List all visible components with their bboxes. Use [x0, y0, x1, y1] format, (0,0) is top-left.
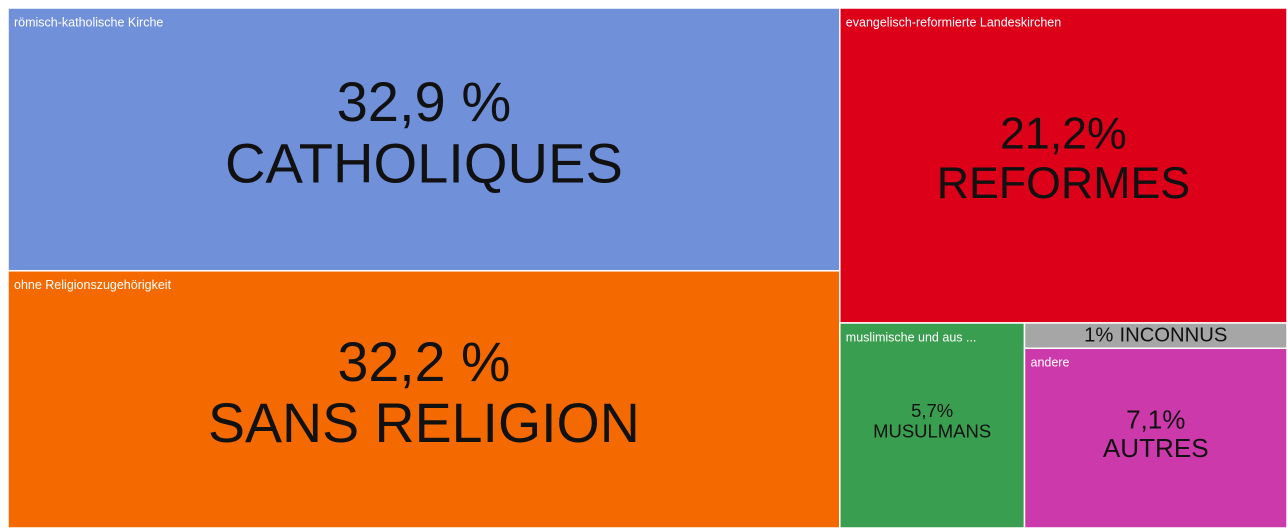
- tile: [839, 322, 1026, 528]
- caption: SANS RELIGION: [208, 392, 640, 454]
- tile-label: evangelisch-reformierte Landeskirchen: [846, 15, 1061, 29]
- caption: CATHOLIQUES: [225, 132, 623, 195]
- caption: REFORMES: [937, 159, 1190, 208]
- tile: [7, 7, 841, 272]
- caption: INCONNUS: [1119, 325, 1227, 347]
- caption: AUTRES: [1103, 433, 1209, 463]
- tile-label: römisch-katholische Kirche: [14, 15, 163, 29]
- value-label: 7,1%: [1126, 404, 1185, 434]
- value-label: 21,2%: [1000, 110, 1127, 159]
- tile-caption: 1% INCONNUS: [1084, 325, 1227, 347]
- value-label: 32,2 %: [338, 331, 511, 393]
- value-label: 1%: [1084, 325, 1113, 347]
- tile-label: muslimische und aus ...: [846, 330, 977, 344]
- value-label: 5,7%: [911, 400, 953, 421]
- value-label: 32,9 %: [337, 70, 512, 133]
- caption: MUSULMANS: [873, 420, 991, 441]
- tile-label: andere: [1031, 356, 1070, 370]
- tile: [7, 270, 841, 528]
- tile-label: ohne Religionszugehörigkeit: [14, 278, 172, 292]
